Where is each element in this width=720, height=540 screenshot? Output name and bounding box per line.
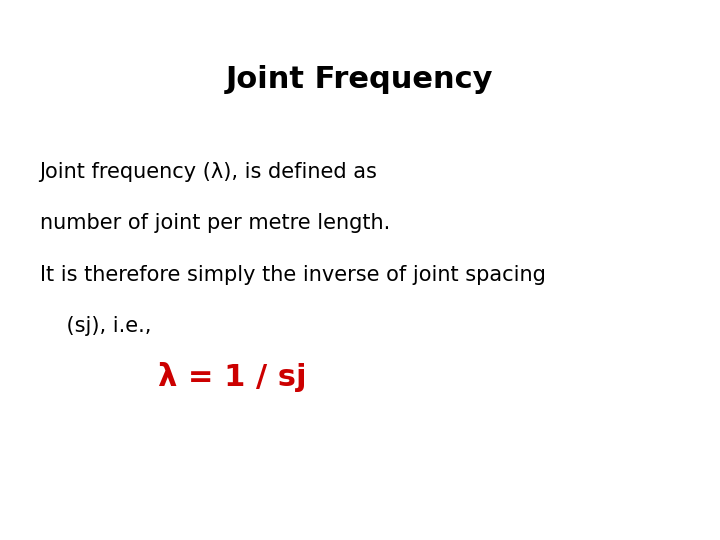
Text: (sj), i.e.,: (sj), i.e., [40, 316, 151, 336]
Text: Joint frequency (λ), is defined as: Joint frequency (λ), is defined as [40, 162, 377, 182]
Text: It is therefore simply the inverse of joint spacing: It is therefore simply the inverse of jo… [40, 265, 546, 285]
Text: number of joint per metre length.: number of joint per metre length. [40, 213, 390, 233]
Text: λ = 1 / sj: λ = 1 / sj [158, 362, 307, 392]
Text: Joint Frequency: Joint Frequency [226, 65, 494, 94]
